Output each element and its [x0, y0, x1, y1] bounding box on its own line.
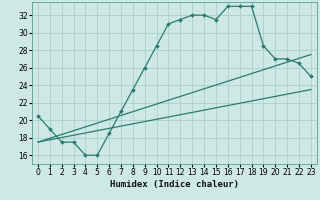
X-axis label: Humidex (Indice chaleur): Humidex (Indice chaleur): [110, 180, 239, 189]
